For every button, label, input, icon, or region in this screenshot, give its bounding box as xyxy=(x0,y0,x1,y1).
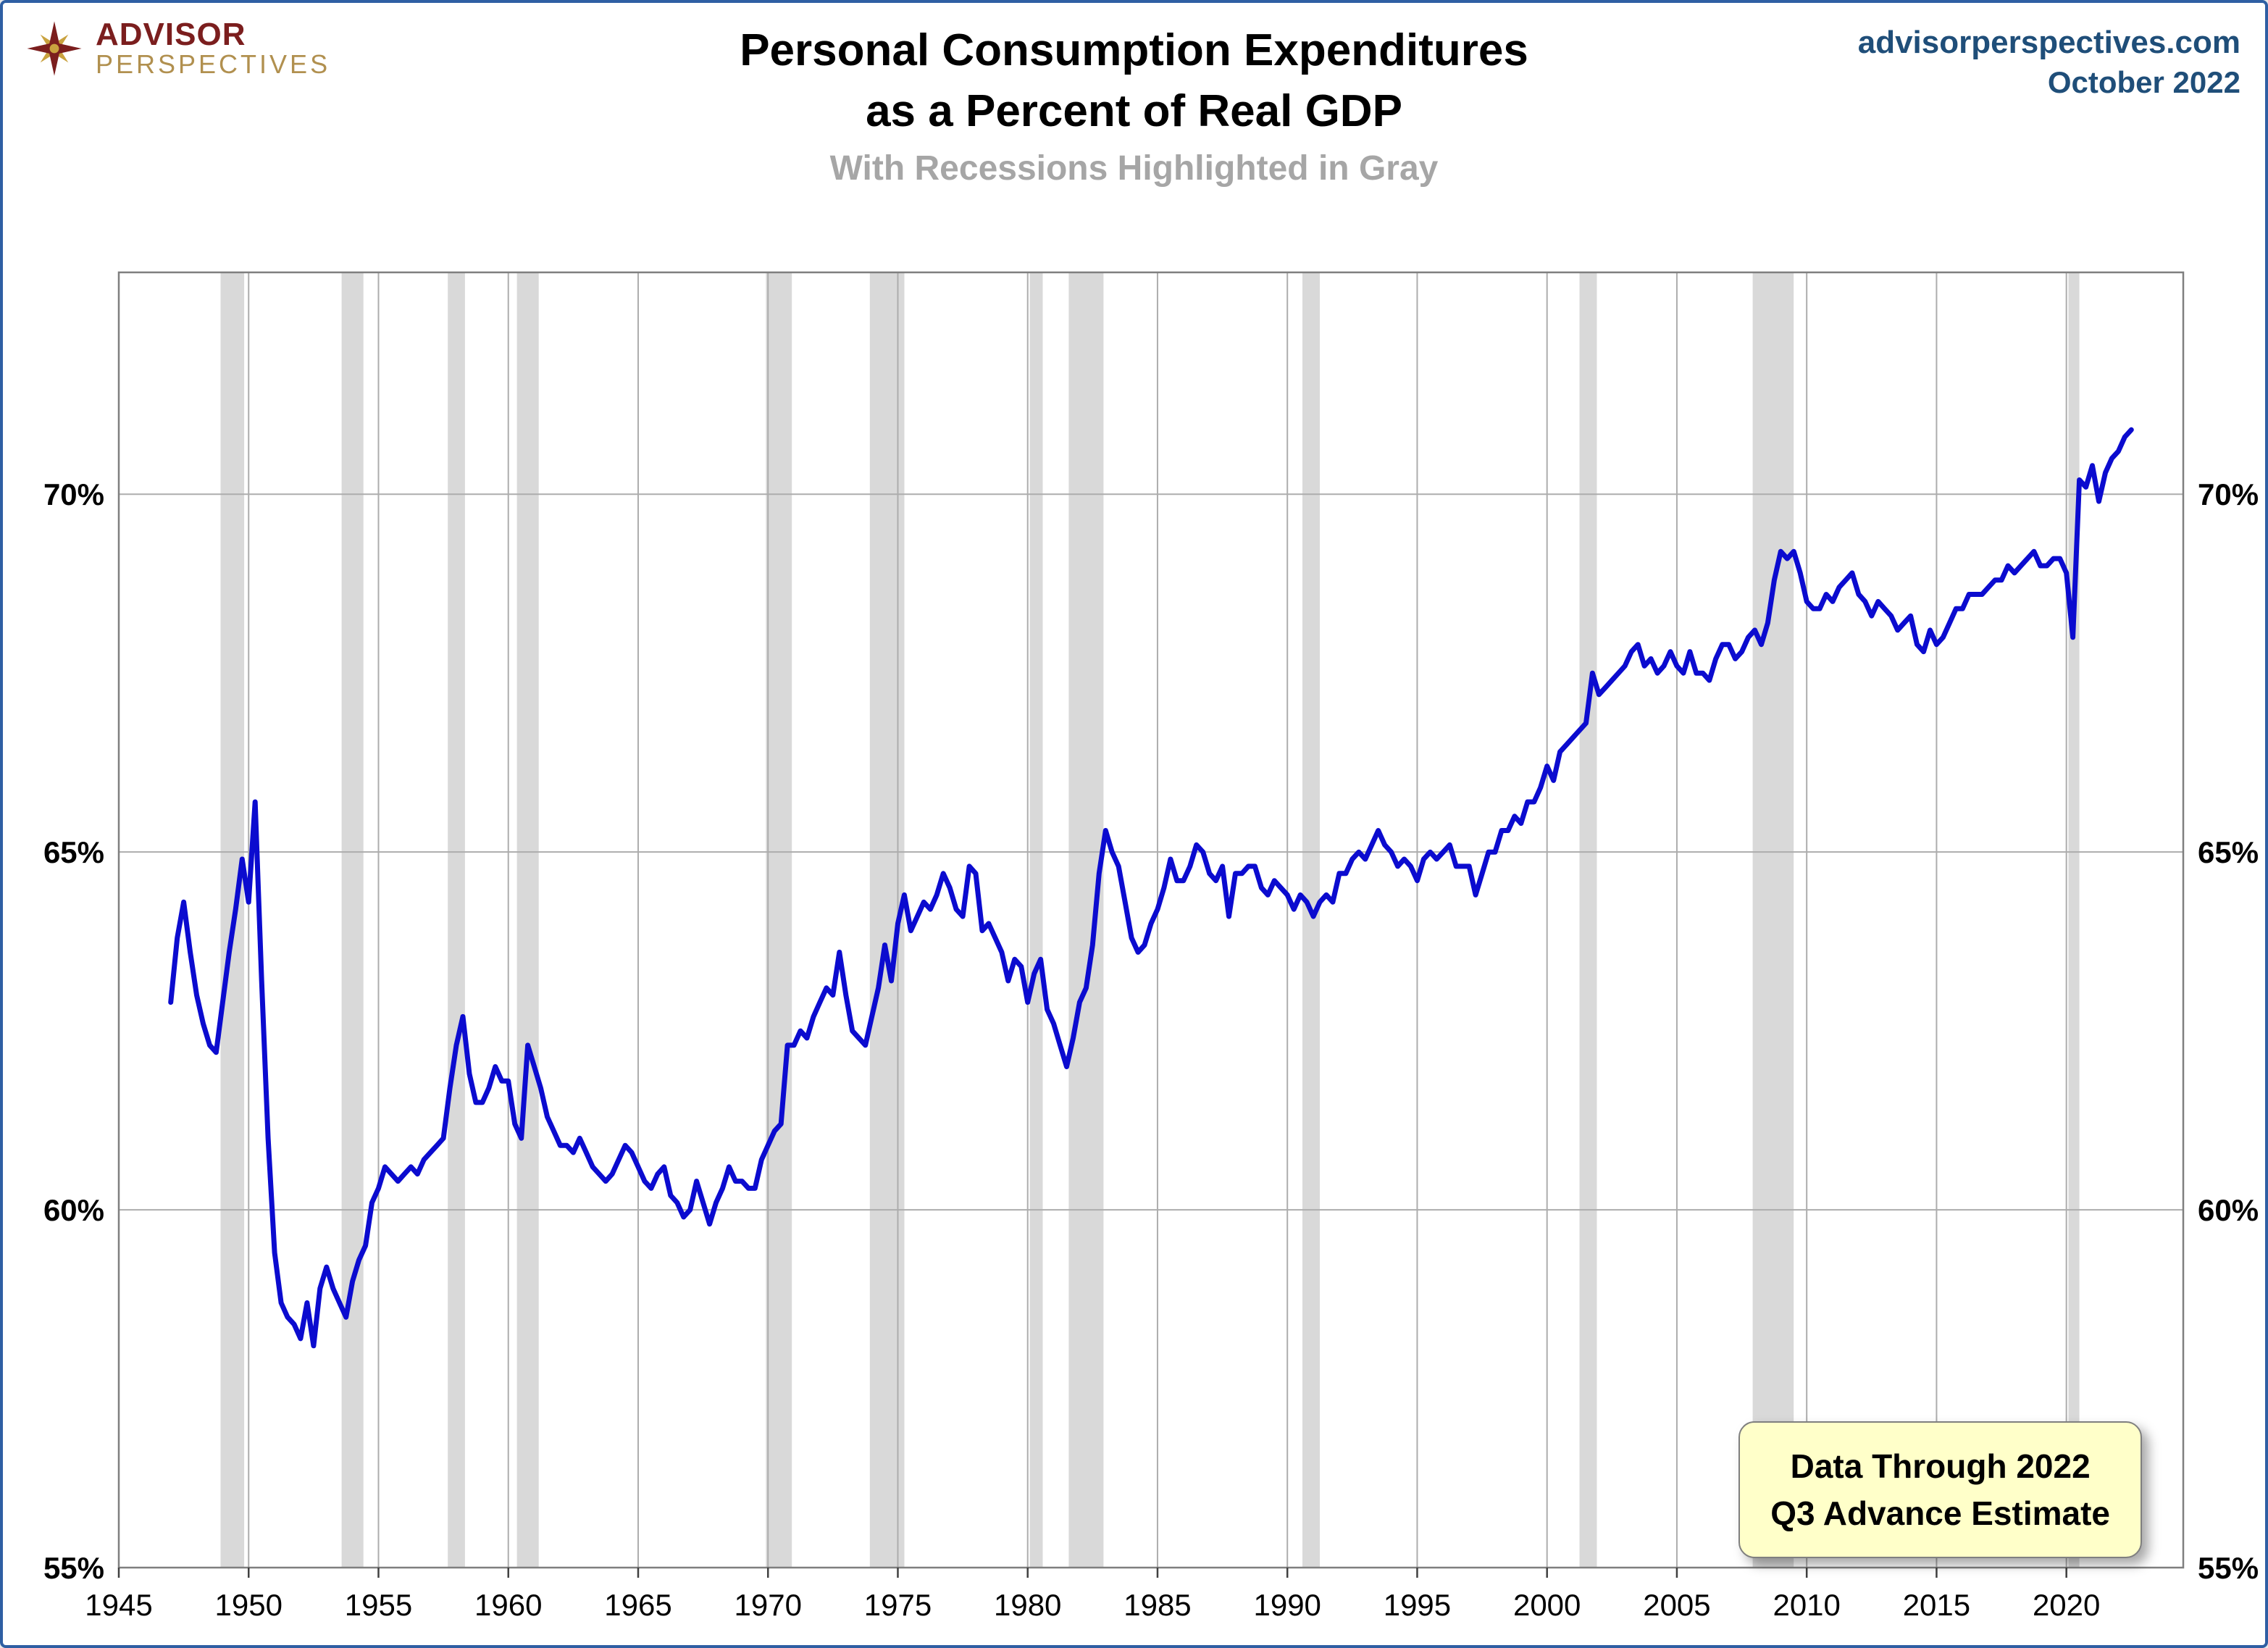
compass-icon xyxy=(27,21,82,76)
note-line1: Data Through 2022 xyxy=(1790,1447,2091,1486)
y-axis-label-left: 65% xyxy=(43,835,104,869)
x-axis-label: 1995 xyxy=(1384,1588,1451,1622)
recession-band xyxy=(1068,272,1104,1568)
x-axis-label: 2020 xyxy=(2033,1588,2100,1622)
x-axis-label: 1965 xyxy=(604,1588,671,1622)
chart-title-line1: Personal Consumption Expenditures xyxy=(740,25,1528,75)
recession-band xyxy=(1029,272,1043,1568)
source-meta: advisorperspectives.com October 2022 xyxy=(1858,22,2240,103)
source-website: advisorperspectives.com xyxy=(1857,25,2240,60)
recession-band xyxy=(766,272,792,1568)
brand-wordmark: ADVISOR PERSPECTIVES xyxy=(96,17,331,80)
recession-band xyxy=(341,272,364,1568)
x-axis-label: 1980 xyxy=(994,1588,1061,1622)
recession-band xyxy=(1579,272,1597,1568)
brand-name-top: ADVISOR xyxy=(96,17,246,53)
x-axis-label: 2015 xyxy=(1903,1588,1970,1622)
y-axis-label-left: 55% xyxy=(43,1551,104,1585)
chart-subtitle: With Recessions Highlighted in Gray xyxy=(829,149,1439,188)
chart-title-line2: as a Percent of Real GDP xyxy=(866,85,1402,136)
note-line2: Q3 Advance Estimate xyxy=(1770,1494,2110,1532)
x-axis-label: 2010 xyxy=(1773,1588,1840,1622)
y-axis-label-left: 70% xyxy=(43,477,104,511)
y-axis-label-right: 55% xyxy=(2198,1551,2259,1585)
recession-band xyxy=(516,272,539,1568)
recession-band xyxy=(448,272,465,1568)
pce-series-line xyxy=(168,427,2134,1349)
recession-band xyxy=(1752,272,1794,1568)
x-axis-label: 2005 xyxy=(1643,1588,1710,1622)
brand-logo: ADVISOR PERSPECTIVES xyxy=(25,17,331,80)
source-date: October 2022 xyxy=(2047,65,2240,100)
chart-area: 1945 1950 1955 1960 1965 1970 1975 1980 1985 1990… xyxy=(3,242,2265,1645)
plot-frame xyxy=(117,271,2185,1569)
x-axis-label: 1970 xyxy=(735,1588,802,1622)
chart-titles: Personal Consumption Expenditures as a P… xyxy=(740,20,1528,188)
x-axis-label: 1990 xyxy=(1253,1588,1321,1622)
x-axis-label: 1960 xyxy=(474,1588,542,1622)
x-axis-label: 1975 xyxy=(864,1588,932,1622)
x-axis-label: 1985 xyxy=(1123,1588,1191,1622)
x-axis-label: 2000 xyxy=(1513,1588,1581,1622)
y-axis-label-right: 60% xyxy=(2198,1193,2259,1227)
pce-line-chart: 1945 1950 1955 1960 1965 1970 1975 1980 1985 1990… xyxy=(43,271,2259,1622)
y-axis-label-right: 65% xyxy=(2198,835,2259,869)
y-axis-label-right: 70% xyxy=(2198,477,2259,511)
data-through-note: Data Through 2022 Q3 Advance Estimate xyxy=(1738,1421,2142,1558)
x-axis-label: 1950 xyxy=(215,1588,283,1622)
recession-band xyxy=(1302,272,1320,1568)
x-axis-label: 1945 xyxy=(85,1588,152,1622)
brand-name-bottom: PERSPECTIVES xyxy=(96,49,331,80)
recession-band xyxy=(2068,272,2080,1568)
y-axis-label-left: 60% xyxy=(43,1193,104,1227)
x-axis-label: 1955 xyxy=(345,1588,412,1622)
